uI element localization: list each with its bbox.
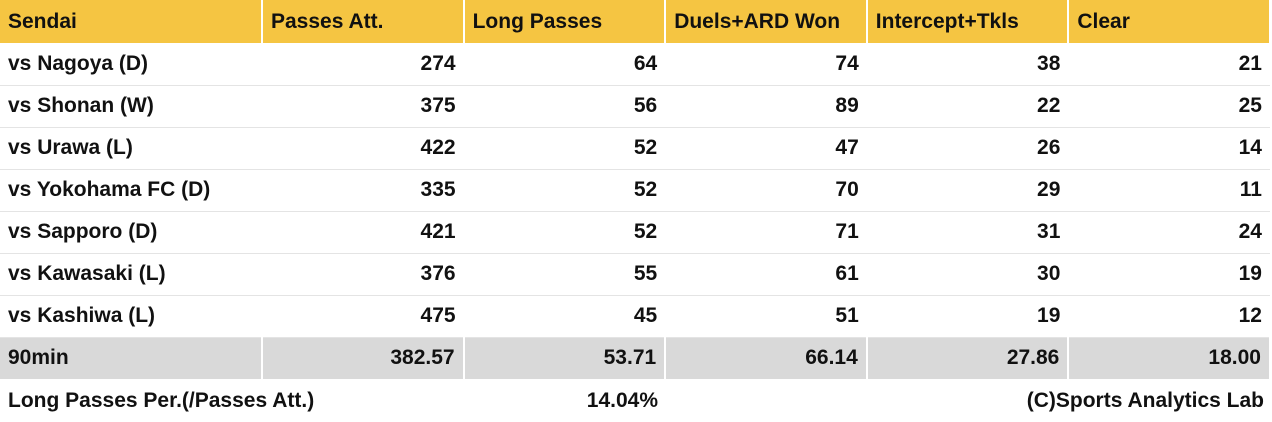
- summary-cell: 27.86: [866, 337, 1070, 379]
- column-header: Passes Att.: [262, 0, 465, 43]
- cell: 376: [262, 253, 464, 296]
- cell: 12: [1068, 295, 1270, 338]
- summary-row: 90min 382.57 53.71 66.14 27.86 18.00: [0, 337, 1271, 379]
- cell: 56: [463, 85, 666, 128]
- cell: 89: [665, 85, 867, 128]
- cell: 26: [866, 127, 1069, 170]
- summary-cell: 382.57: [262, 337, 465, 379]
- column-header: Long Passes: [463, 0, 667, 43]
- cell: 24: [1068, 211, 1270, 254]
- cell: 11: [1068, 169, 1270, 212]
- data-row: vs Yokohama FC (D) 335 52 70 29 11: [0, 169, 1270, 212]
- footer-credit: (C)Sports Analytics Lab: [1026, 389, 1264, 412]
- footer-label: Long Passes Per.(/Passes Att.): [8, 389, 315, 412]
- cell: 335: [262, 169, 464, 212]
- data-row: vs Kashiwa (L) 475 45 51 19 12: [0, 295, 1270, 338]
- column-header: Sendai: [0, 0, 263, 43]
- cell: 19: [1068, 253, 1270, 296]
- summary-cell: 53.71: [463, 337, 667, 379]
- data-row: vs Urawa (L) 422 52 47 26 14: [0, 127, 1270, 170]
- cell: 52: [463, 169, 666, 212]
- cell: 55: [463, 253, 666, 296]
- column-header: Duels+ARD Won: [665, 0, 868, 43]
- data-row: vs Kawasaki (L) 376 55 61 30 19: [0, 253, 1270, 296]
- cell: 45: [463, 295, 666, 338]
- cell: 47: [665, 127, 867, 170]
- row-label: vs Urawa (L): [0, 127, 262, 170]
- row-label: vs Kawasaki (L): [0, 253, 262, 296]
- summary-cell: 66.14: [665, 337, 868, 379]
- table-body: vs Nagoya (D) 274 64 74 38 21 vs Shonan (W) 375…: [0, 43, 1271, 379]
- cell: 29: [866, 169, 1069, 212]
- data-row: vs Sapporo (D) 421 52 71 31 24: [0, 211, 1270, 254]
- cell: 38: [866, 43, 1069, 86]
- cell: 475: [262, 295, 464, 338]
- row-label: vs Kashiwa (L): [0, 295, 262, 338]
- cell: 71: [665, 211, 867, 254]
- cell: 25: [1068, 85, 1270, 128]
- row-label: vs Nagoya (D): [0, 43, 262, 86]
- footer: Long Passes Per.(/Passes Att.) 14.04% (C…: [0, 379, 1272, 421]
- cell: 52: [463, 211, 666, 254]
- row-label: vs Sapporo (D): [0, 211, 262, 254]
- cell: 274: [262, 43, 464, 86]
- summary-cell: 18.00: [1068, 337, 1271, 379]
- header-row: Sendai Passes Att. Long Passes Duels+ARD Wo…: [0, 0, 1271, 43]
- cell: 375: [262, 85, 464, 128]
- footer-value: 14.04%: [586, 389, 658, 412]
- row-label: vs Yokohama FC (D): [0, 169, 262, 212]
- column-header: Clear: [1068, 0, 1271, 43]
- summary-label: 90min: [0, 337, 263, 379]
- cell: 74: [665, 43, 867, 86]
- cell: 422: [262, 127, 464, 170]
- cell: 70: [665, 169, 867, 212]
- row-label: vs Shonan (W): [0, 85, 262, 128]
- cell: 14: [1068, 127, 1270, 170]
- cell: 21: [1068, 43, 1270, 86]
- cell: 64: [463, 43, 666, 86]
- stats-table: Sendai Passes Att. Long Passes Duels+ARD Wo…: [0, 0, 1271, 379]
- cell: 51: [665, 295, 867, 338]
- cell: 421: [262, 211, 464, 254]
- data-row: vs Shonan (W) 375 56 89 22 25: [0, 85, 1270, 128]
- data-row: vs Nagoya (D) 274 64 74 38 21: [0, 43, 1270, 86]
- cell: 19: [866, 295, 1069, 338]
- cell: 61: [665, 253, 867, 296]
- cell: 22: [866, 85, 1069, 128]
- column-header: Intercept+Tkls: [866, 0, 1070, 43]
- cell: 52: [463, 127, 666, 170]
- cell: 31: [866, 211, 1069, 254]
- cell: 30: [866, 253, 1069, 296]
